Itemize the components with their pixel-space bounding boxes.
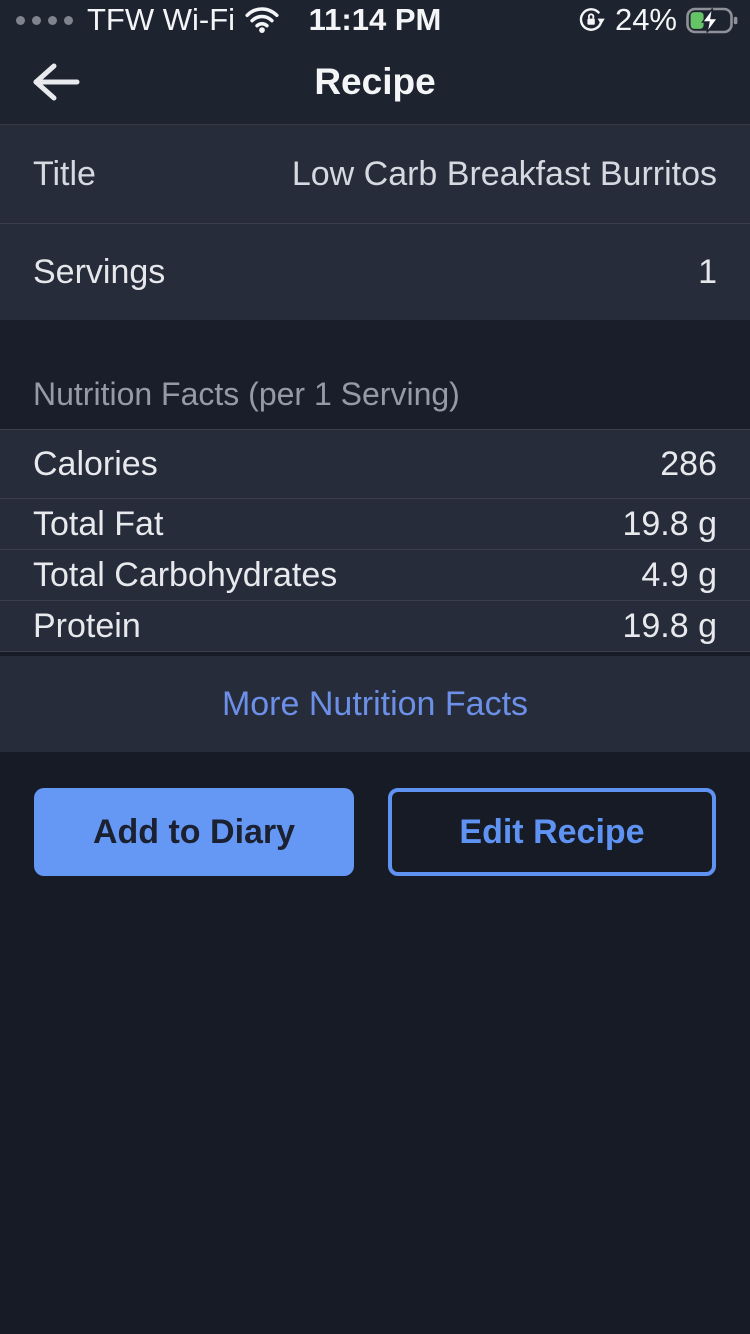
nutrition-value: 286 — [660, 444, 717, 483]
nutrition-label: Total Fat — [33, 504, 164, 543]
edit-recipe-button[interactable]: Edit Recipe — [388, 788, 716, 876]
orientation-lock-icon — [576, 5, 606, 35]
servings-field-row[interactable]: Servings 1 — [0, 223, 750, 320]
nutrition-value: 4.9 g — [641, 555, 717, 594]
nutrition-row-total-fat: Total Fat 19.8 g — [0, 498, 750, 549]
action-buttons: Add to Diary Edit Recipe — [0, 788, 750, 876]
nav-bar: Recipe — [0, 40, 750, 124]
page-title: Recipe — [314, 61, 436, 102]
battery-percent-label: 24% — [614, 2, 677, 37]
add-to-diary-button[interactable]: Add to Diary — [34, 788, 354, 876]
nutrition-label: Total Carbohydrates — [33, 555, 338, 594]
nutrition-label: Calories — [33, 444, 158, 483]
nutrition-section-header: Nutrition Facts (per 1 Serving) — [0, 320, 750, 429]
nutrition-value: 19.8 g — [622, 504, 717, 543]
back-arrow-icon — [30, 60, 80, 104]
top-chrome: TFW Wi-Fi 11:14 PM — [0, 0, 750, 125]
nutrition-section-title: Nutrition Facts (per 1 Serving) — [33, 376, 460, 412]
wifi-icon — [245, 7, 279, 33]
nutrition-label: Protein — [33, 606, 141, 645]
more-nutrition-facts-row: More Nutrition Facts — [0, 656, 750, 752]
nutrition-row-total-carbohydrates: Total Carbohydrates 4.9 g — [0, 549, 750, 600]
nutrition-row-protein: Protein 19.8 g — [0, 600, 750, 652]
title-value: Low Carb Breakfast Burritos — [291, 154, 717, 193]
status-bar-clock: 11:14 PM — [308, 2, 442, 37]
status-bar: TFW Wi-Fi 11:14 PM — [0, 0, 750, 40]
more-nutrition-facts-link[interactable]: More Nutrition Facts — [216, 684, 534, 725]
servings-label: Servings — [33, 252, 166, 291]
title-field-row[interactable]: Title Low Carb Breakfast Burritos — [0, 125, 750, 223]
nutrition-row-calories: Calories 286 — [0, 429, 750, 498]
status-bar-right: 24% — [576, 2, 738, 38]
status-bar-left: TFW Wi-Fi — [16, 2, 279, 38]
back-button[interactable] — [24, 54, 86, 110]
servings-value: 1 — [698, 252, 717, 291]
cellular-signal-icon — [16, 15, 73, 25]
nutrition-value: 19.8 g — [622, 606, 717, 645]
title-label: Title — [33, 154, 96, 193]
battery-charging-icon — [686, 7, 738, 34]
carrier-label: TFW Wi-Fi — [87, 2, 236, 37]
